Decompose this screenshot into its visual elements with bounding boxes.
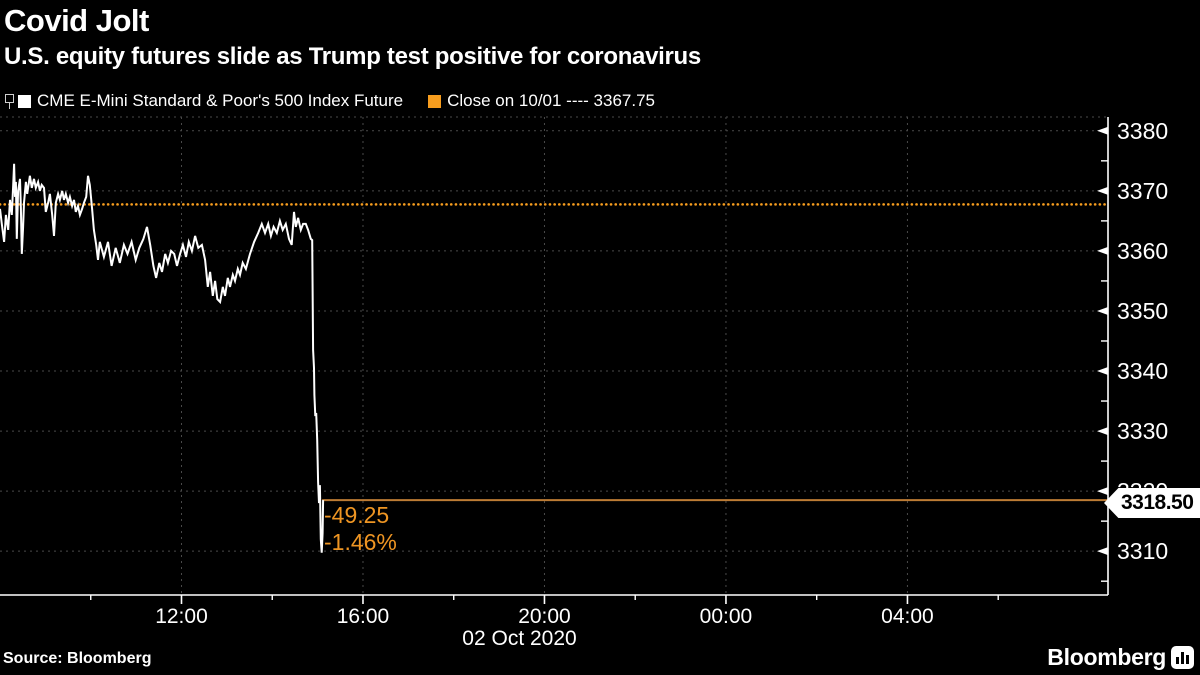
- bloomberg-logo: Bloomberg: [1047, 644, 1194, 671]
- series-marker-icon: [5, 93, 14, 110]
- x-tick-label: 20:00: [518, 605, 571, 628]
- x-tick-label: 16:00: [337, 605, 390, 628]
- x-tick-label: 04:00: [881, 605, 934, 628]
- y-major-tick: [1097, 427, 1108, 436]
- x-axis-date-label: 02 Oct 2020: [462, 627, 576, 650]
- y-major-tick: [1097, 547, 1108, 556]
- legend: CME E-Mini Standard & Poor's 500 Index F…: [5, 91, 655, 111]
- x-tick-label: 12:00: [155, 605, 208, 628]
- legend-item-close-reference[interactable]: Close on 10/01 ---- 3367.75: [428, 91, 655, 111]
- y-tick-label: 3350: [1117, 298, 1168, 324]
- last-price-flag: 3318.50: [1104, 488, 1200, 518]
- close-swatch-icon: [428, 94, 442, 108]
- y-major-tick: [1097, 126, 1108, 135]
- bloomberg-wordmark: Bloomberg: [1047, 644, 1166, 670]
- series-swatch-icon: [18, 94, 31, 108]
- y-tick-label: 3340: [1117, 358, 1168, 384]
- percent-change-annotation: -1.46%: [324, 529, 397, 555]
- x-tick-label: 00:00: [700, 605, 753, 628]
- y-major-tick: [1097, 487, 1108, 496]
- price-series: [0, 163, 325, 553]
- legend-close-label: Close on 10/01 ---- 3367.75: [447, 91, 655, 110]
- y-tick-label: 3330: [1117, 418, 1168, 444]
- net-change-annotation: -49.25: [324, 502, 390, 528]
- legend-series-label: CME E-Mini Standard & Poor's 500 Index F…: [37, 91, 404, 110]
- y-major-tick: [1097, 367, 1108, 376]
- y-tick-label: 3310: [1117, 538, 1168, 564]
- chart-subtitle: U.S. equity futures slide as Trump test …: [4, 43, 701, 70]
- source-note: Source: Bloomberg: [3, 650, 152, 667]
- y-tick-label: 3380: [1117, 118, 1168, 144]
- y-major-tick: [1097, 246, 1108, 255]
- y-tick-label: 3360: [1117, 238, 1168, 264]
- chart-title: Covid Jolt: [4, 3, 149, 38]
- y-tick-label: 3370: [1117, 178, 1168, 204]
- y-major-tick: [1097, 306, 1108, 315]
- bloomberg-chart-icon: [1171, 646, 1194, 669]
- y-major-tick: [1097, 186, 1108, 195]
- legend-item-series[interactable]: CME E-Mini Standard & Poor's 500 Index F…: [5, 91, 403, 111]
